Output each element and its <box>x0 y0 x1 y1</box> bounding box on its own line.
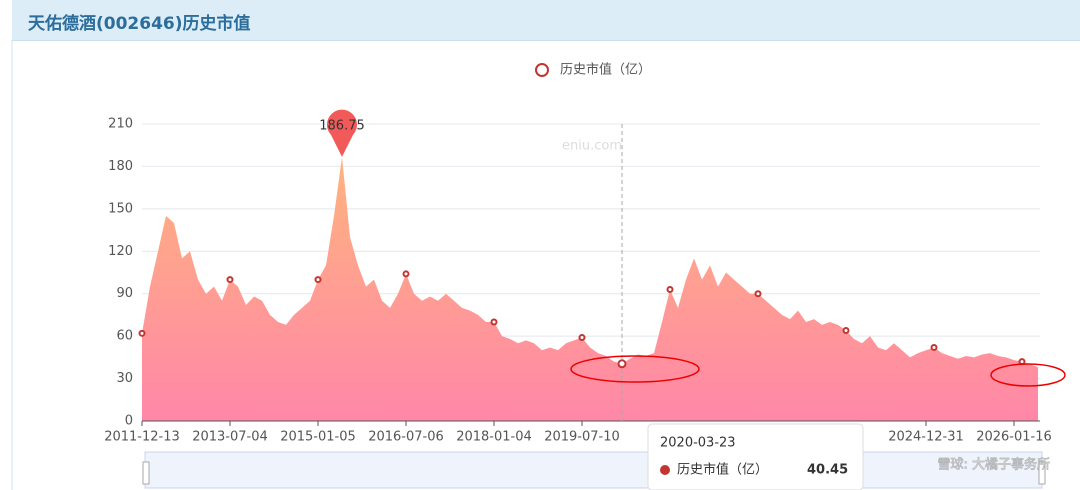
point-marker <box>666 285 674 293</box>
x-tick-label: 2013-07-04 <box>192 430 268 445</box>
x-tick-label: 2015-01-05 <box>280 430 356 445</box>
y-tick-label: 150 <box>108 201 133 216</box>
y-tick-label: 210 <box>108 117 133 132</box>
y-tick-label: 0 <box>125 414 133 429</box>
x-tick-label: 2011-12-13 <box>104 430 180 445</box>
legend-label: 历史市值（亿） <box>560 62 651 78</box>
point-marker <box>754 290 762 298</box>
annotation-circle <box>990 363 1066 387</box>
annotation-circle <box>570 355 700 383</box>
watermark: eniu.com <box>562 139 622 154</box>
point-marker <box>930 343 938 351</box>
tooltip-value: 40.45 <box>807 463 848 478</box>
point-marker <box>314 276 322 284</box>
tooltip <box>647 423 864 490</box>
zoom-handle[interactable] <box>142 461 150 485</box>
zoom-handle[interactable] <box>1038 461 1046 485</box>
y-tick-label: 90 <box>116 286 133 301</box>
zoom-slider[interactable] <box>144 451 1043 489</box>
header: 天佑德酒(002646)历史市值 <box>12 0 1080 41</box>
peak-label: 186.75 <box>319 118 365 133</box>
x-tick-label: 2026-01-16 <box>976 430 1052 445</box>
x-tick-label: 2016-07-06 <box>368 430 444 445</box>
x-tick-label: 2018-01-04 <box>456 430 532 445</box>
point-marker <box>842 326 850 334</box>
credit: 雪球: 大橘子事务所 <box>937 457 1050 473</box>
page-title: 天佑德酒(002646)历史市值 <box>28 14 251 34</box>
y-tick-label: 60 <box>116 329 133 344</box>
y-tick-label: 180 <box>108 159 133 174</box>
point-marker <box>402 270 410 278</box>
x-tick-label: 2024-12-31 <box>888 430 964 445</box>
tooltip-name: 历史市值（亿） <box>677 462 768 478</box>
point-marker <box>138 329 146 337</box>
y-tick-label: 30 <box>116 371 133 386</box>
tooltip-icon <box>660 465 670 475</box>
point-marker <box>226 276 234 284</box>
tooltip-date: 2020-03-23 <box>660 436 736 451</box>
point-marker <box>578 334 586 342</box>
hover-point <box>617 359 627 369</box>
x-tick-label: 2019-07-10 <box>544 430 620 445</box>
peak-pin <box>327 109 358 157</box>
area <box>142 156 1038 421</box>
legend-icon <box>535 63 549 77</box>
point-marker <box>490 318 498 326</box>
y-tick-label: 120 <box>108 244 133 259</box>
